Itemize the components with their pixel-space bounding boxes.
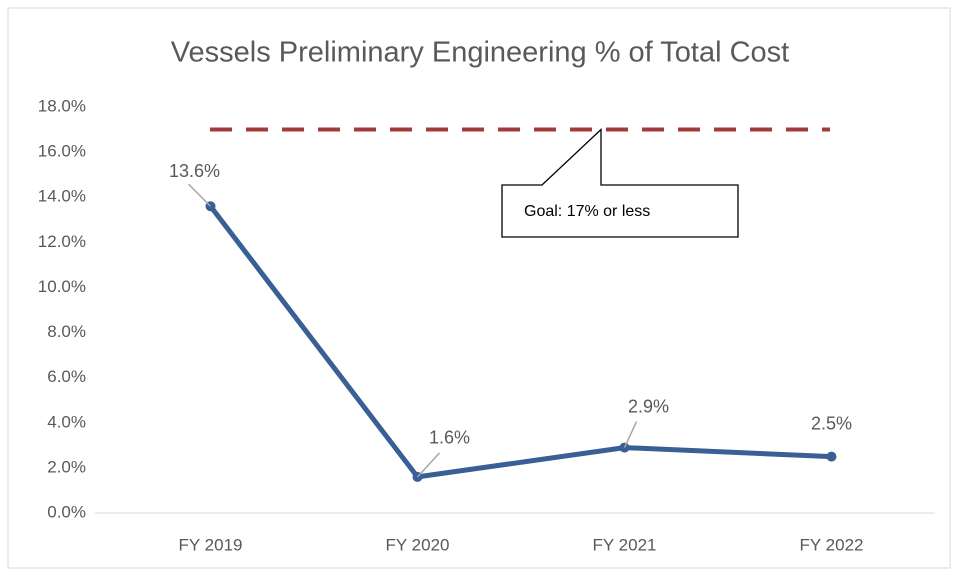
- y-tick-label: 10.0%: [38, 277, 86, 296]
- data-label: 1.6%: [429, 428, 470, 448]
- x-tick-label: FY 2019: [179, 535, 243, 554]
- chart-title: Vessels Preliminary Engineering % of Tot…: [171, 37, 789, 69]
- data-point: [826, 451, 837, 462]
- y-tick-label: 0.0%: [47, 502, 86, 521]
- leader-line: [623, 421, 638, 448]
- y-tick-label: 14.0%: [38, 187, 86, 206]
- y-tick-label: 2.0%: [47, 457, 86, 476]
- series-line: [208, 204, 832, 480]
- y-tick-label: 8.0%: [47, 322, 86, 341]
- goal-label: Goal: 17% or less: [524, 203, 650, 220]
- x-tick-label: FY 2021: [593, 535, 657, 554]
- y-tick-label: 12.0%: [38, 232, 86, 251]
- x-tick-label: FY 2020: [386, 535, 450, 554]
- y-tick-label: 18.0%: [38, 96, 86, 115]
- x-tick-label: FY 2022: [800, 535, 864, 554]
- data-label: 2.5%: [811, 413, 852, 433]
- leader-line: [416, 452, 441, 478]
- callout-box: [501, 128, 739, 238]
- y-tick-label: 4.0%: [47, 412, 86, 431]
- y-tick-label: 16.0%: [38, 142, 86, 161]
- data-label: 2.9%: [628, 396, 669, 416]
- y-tick-label: 6.0%: [47, 367, 86, 386]
- data-label: 13.6%: [169, 161, 220, 181]
- leader-line: [187, 183, 212, 207]
- chart-border: [7, 7, 951, 569]
